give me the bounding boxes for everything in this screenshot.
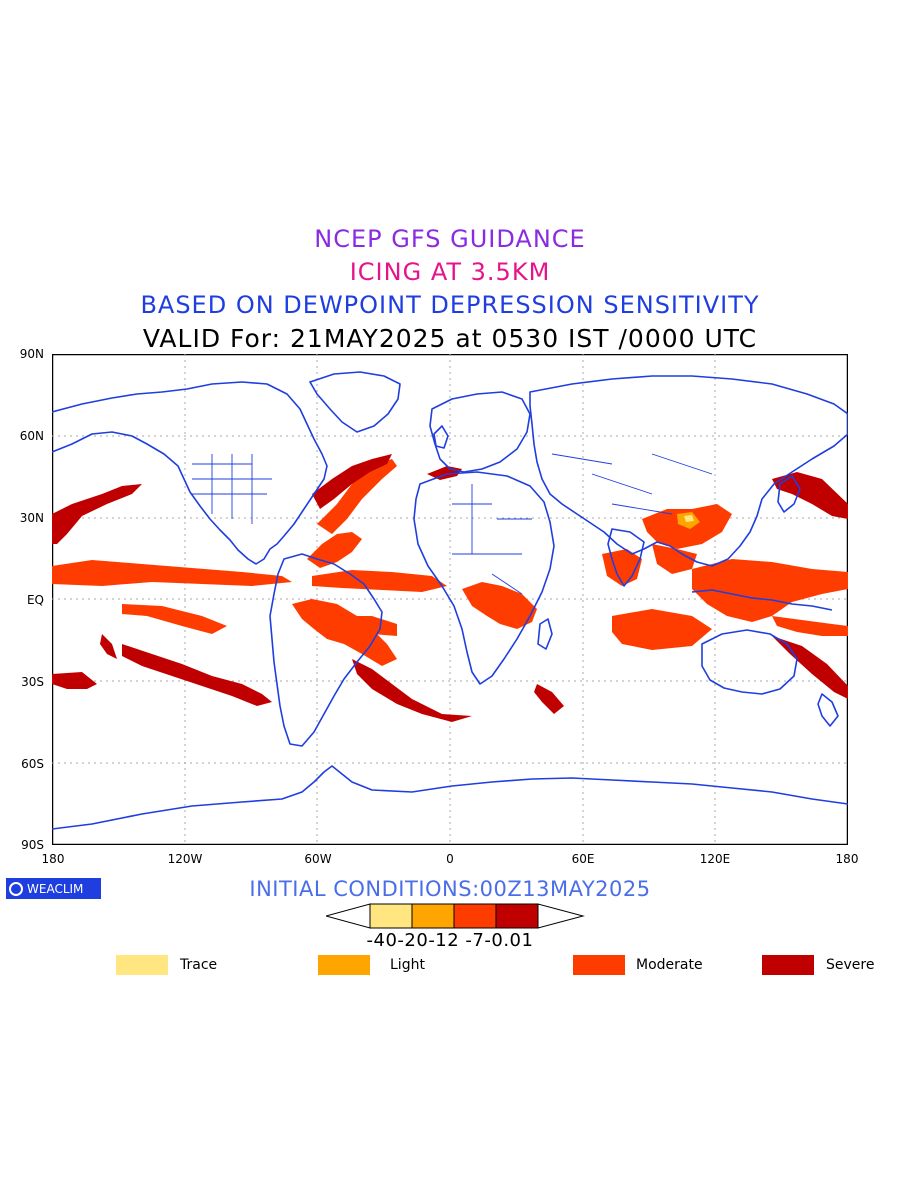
legend-swatch-trace [116,955,168,975]
icing-atlantic-north-band [317,459,397,534]
us-state-lines [192,454,272,524]
indonesia-outline [691,589,833,611]
initial-conditions: INITIAL CONDITIONS:00Z13MAY2025 [249,877,651,901]
legend-label-moderate: Moderate [636,957,703,973]
lon-label-60e: 60E [571,852,595,866]
icing-south-america [292,599,397,666]
title-line-1: NCEP GFS GUIDANCE [314,225,586,253]
icing-north-pacific-west [772,472,848,519]
colorbar-severe [495,903,539,929]
europe-outline [429,391,531,473]
legend-swatch-moderate [573,955,625,975]
japan-outline [777,475,801,513]
uk-outline [433,425,449,449]
lat-label-30n: 30N [19,511,44,525]
icing-pacific-south-itcz [122,604,227,634]
colorbar-light [411,903,455,929]
india-outline [607,528,645,587]
new-zealand-outline [817,693,839,727]
icing-moderate-areas [52,459,848,666]
asia-borders [551,453,713,515]
icing-gulf-atlantic [307,532,362,568]
icing-central-pacific-south [100,634,117,659]
legend-label-severe: Severe [826,957,875,973]
icing-south-america-southeast [352,659,472,722]
colorbar-moderate [453,903,497,929]
icing-pacific-itcz-east [52,560,292,586]
legend-swatch-severe [762,955,814,975]
icing-se-asia [652,544,697,574]
lat-label-60s: 60S [21,757,44,771]
icing-africa-south [534,684,564,714]
lon-label-60w: 60W [304,852,332,866]
africa-borders [452,484,532,595]
australia-outline [701,629,798,695]
lon-label-180e: 180 [835,852,859,866]
north-america-outline [52,381,328,565]
lat-label-90s: 90S [21,838,44,852]
icing-north-atlantic [312,454,392,509]
icing-south-america-east [342,616,397,636]
icing-north-pacific-east [52,484,142,544]
icing-tasman-sea [772,636,848,699]
africa-outline [413,471,555,685]
antarctica-outline [52,765,848,830]
weaclim-logo[interactable]: WEACLIM [6,878,101,899]
title-line-3: BASED ON DEWPOINT DEPRESSION SENSITIVITY [140,291,760,319]
icing-atlantic-itcz [312,570,447,592]
legend-label-light: Light [390,957,425,973]
colorbar [326,903,585,929]
colorbar-trace [369,903,413,929]
lat-label-30s: 30S [21,675,44,689]
lon-label-120e: 120E [699,852,731,866]
weaclim-logo-icon [9,881,23,896]
coastlines [52,371,848,830]
icing-maritime-continent [692,559,848,622]
icing-africa-central [462,582,537,629]
lat-label-90n: 90N [19,347,44,361]
asia-outline [529,375,848,567]
icing-trace-china [684,515,694,522]
south-america-outline [269,553,383,747]
valid-time-title: VALID For: 21MAY2025 at 0530 IST /0000 U… [142,324,758,353]
icing-south-pacific-central [122,644,272,706]
greenland-outline [309,371,401,433]
icing-indian-ocean [612,609,712,650]
icing-south-pacific-west [52,672,97,689]
icing-south-pacific [772,616,848,636]
legend-swatch-light [318,955,370,975]
lat-label-eq: EQ [26,593,44,607]
title-line-2: ICING AT 3.5KM [349,258,551,286]
colorbar-left-arrow [326,903,371,929]
lon-label-0: 0 [446,852,454,866]
weaclim-logo-text: WEACLIM [27,881,84,896]
icing-trace-areas [684,515,694,522]
lon-label-180w: 180 [41,852,65,866]
colorbar-right-arrow [537,903,585,929]
lon-label-120w: 120W [167,852,203,866]
colorbar-labels: -40-20-12 -7-0.01 [366,930,534,951]
madagascar-outline [537,618,553,650]
world-map [52,354,848,845]
legend-label-trace: Trace [180,957,218,973]
lat-label-60n: 60N [19,429,44,443]
